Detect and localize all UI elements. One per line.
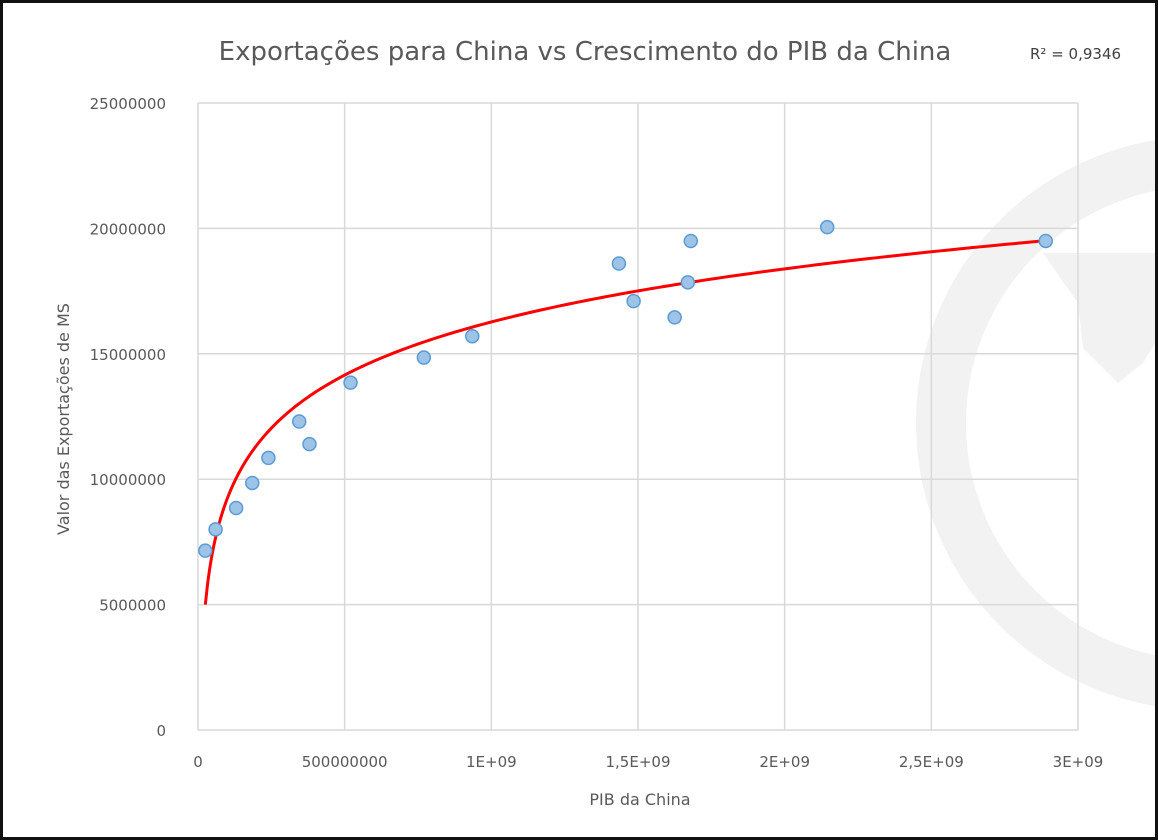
watermark-mark <box>1043 253 1155 383</box>
x-tick-label-4: 2E+09 <box>759 753 810 771</box>
data-point-9 <box>465 328 480 344</box>
data-point-5 <box>291 414 307 429</box>
chart-title: Exportações para China vs Crescimento do… <box>219 37 952 67</box>
watermark-logo <box>916 140 1155 706</box>
data-point-7 <box>343 375 358 390</box>
x-tick-label-2: 1E+09 <box>466 753 517 771</box>
data-point-11 <box>626 293 641 309</box>
data-point-4 <box>261 450 276 466</box>
data-point-3 <box>245 475 260 491</box>
chart-tick-labels: 0 500000000 1E+09 1,5E+09 2E+09 2,5E+09 3E+09 0… <box>90 95 1104 771</box>
x-tick-label-0: 0 <box>193 753 203 771</box>
data-point-16 <box>1038 233 1053 249</box>
y-tick-label-3: 15000000 <box>90 346 166 364</box>
r-squared-label: R² = 0,9346 <box>1030 45 1121 63</box>
data-point-2 <box>228 500 244 516</box>
y-tick-label-2: 10000000 <box>90 471 166 489</box>
chart-canvas: 0 500000000 1E+09 1,5E+09 2E+09 2,5E+09 3E+09 0… <box>54 37 1155 809</box>
y-tick-label-4: 20000000 <box>90 220 166 238</box>
watermark-ring <box>916 140 1155 706</box>
data-point-1 <box>208 522 223 537</box>
x-tick-label-3: 1,5E+09 <box>606 753 671 771</box>
data-point-12 <box>667 310 682 325</box>
chart-trendline-layer <box>203 239 1043 605</box>
data-point-15 <box>819 219 835 235</box>
data-point-8 <box>416 350 432 365</box>
y-tick-label-0: 0 <box>156 722 166 740</box>
y-axis-title: Valor das Exportações de MS <box>54 303 73 535</box>
x-tick-label-6: 3E+09 <box>1053 753 1104 771</box>
y-tick-label-1: 5000000 <box>99 597 166 615</box>
chart-points <box>198 219 1053 558</box>
data-point-13 <box>680 275 696 290</box>
x-tick-label-1: 500000000 <box>302 753 388 771</box>
data-point-10 <box>611 256 627 271</box>
data-point-0 <box>198 543 213 558</box>
data-point-6 <box>302 436 317 452</box>
data-point-14 <box>683 233 699 249</box>
x-tick-label-5: 2,5E+09 <box>899 753 964 771</box>
y-tick-label-5: 25000000 <box>90 95 166 113</box>
x-axis-title: PIB da China <box>589 790 690 809</box>
trendline <box>203 239 1043 605</box>
chart-gridlines <box>197 102 1079 731</box>
